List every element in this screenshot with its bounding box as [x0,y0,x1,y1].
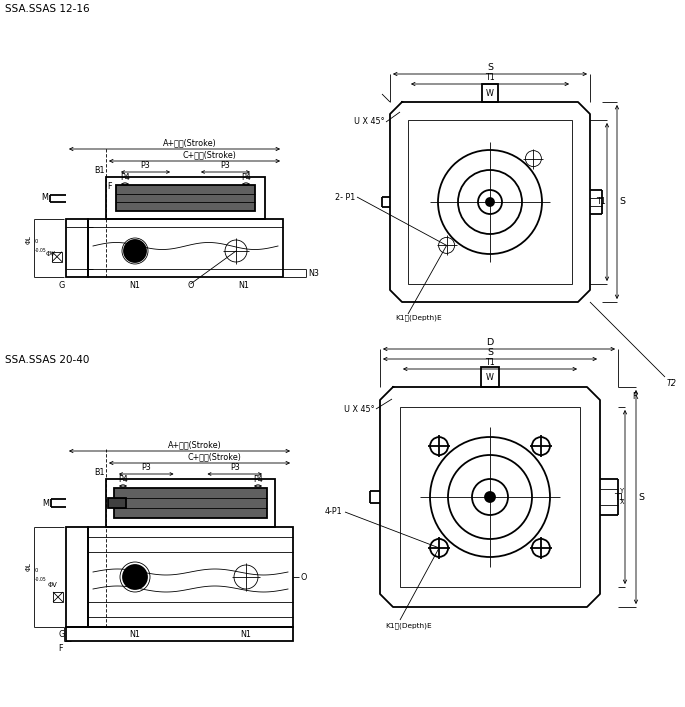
Text: C+行程(Stroke): C+行程(Stroke) [183,150,236,159]
Text: ΦV: ΦV [46,251,55,257]
Text: R: R [632,392,638,401]
Text: -0.05: -0.05 [35,248,47,253]
Text: P3: P3 [221,161,230,170]
Text: P3: P3 [140,161,151,170]
Text: P4: P4 [118,475,128,484]
Bar [114,488,267,518]
Text: SSA.SSAS 12-16: SSA.SSAS 12-16 [5,4,90,14]
Text: D: D [486,338,494,347]
Text: N1: N1 [129,630,140,639]
Text: F: F [107,182,112,191]
Text: P3: P3 [141,463,151,472]
Text: P4: P4 [120,173,130,182]
Text: O: O [187,281,194,290]
Bar [52,252,62,262]
Text: S: S [638,493,644,501]
Text: G: G [59,630,65,639]
Text: T1: T1 [485,73,495,82]
Text: ΦV: ΦV [48,582,58,588]
Text: T1: T1 [596,197,606,206]
Text: S: S [487,63,493,72]
Circle shape [123,565,147,589]
Text: 0: 0 [35,239,38,244]
Text: P3: P3 [230,463,240,472]
Text: N3: N3 [308,269,319,278]
Text: T1: T1 [485,358,495,367]
Circle shape [124,240,146,262]
Text: M: M [42,498,49,508]
Bar [66,527,88,627]
Bar [106,479,275,527]
Circle shape [486,198,494,206]
Text: 4-P1: 4-P1 [325,508,342,517]
Text: S: S [619,197,625,206]
Text: P4: P4 [241,173,251,182]
Text: W: W [486,88,494,98]
Text: F: F [58,644,63,653]
Text: -0.05: -0.05 [35,577,47,582]
Text: N1: N1 [129,281,140,290]
Circle shape [485,492,495,502]
Bar [108,498,126,508]
Text: N1: N1 [238,281,249,290]
Bar [482,84,498,102]
Text: K1深(Depth)E: K1深(Depth)E [385,622,432,629]
Text: X: X [620,499,625,506]
Text: O: O [301,573,308,581]
Bar [53,592,63,602]
Text: B1: B1 [95,468,105,477]
Text: U X 45°: U X 45° [354,117,385,127]
Text: W: W [486,373,494,382]
Bar [88,527,293,627]
Text: K1深(Depth)E: K1深(Depth)E [395,314,442,320]
Bar [106,177,265,219]
Bar [66,627,293,641]
Text: N1: N1 [240,630,251,639]
Text: M: M [41,194,48,202]
Bar [400,407,580,587]
Bar [88,219,283,277]
Text: B1: B1 [95,166,105,175]
Text: P4: P4 [253,475,263,484]
Text: Y: Y [620,488,624,493]
Bar [408,120,572,284]
Text: 2- P1: 2- P1 [335,192,355,201]
Text: 0: 0 [35,568,38,573]
Text: ΦL: ΦL [26,235,32,245]
Bar [66,219,88,277]
Text: SSA.SSAS 20-40: SSA.SSAS 20-40 [5,355,89,365]
Text: S: S [487,348,493,357]
Text: A+行程(Stroke): A+行程(Stroke) [162,138,216,147]
Text: ΦL: ΦL [26,563,32,571]
Text: G: G [59,281,65,290]
Bar [481,367,499,387]
Bar [116,185,255,211]
Text: T1: T1 [614,493,624,501]
Text: A+行程(Stroke): A+行程(Stroke) [168,440,221,449]
Text: U X 45°: U X 45° [345,404,375,414]
Text: T2: T2 [667,379,677,388]
Text: C+行程(Stroke): C+行程(Stroke) [188,452,241,461]
